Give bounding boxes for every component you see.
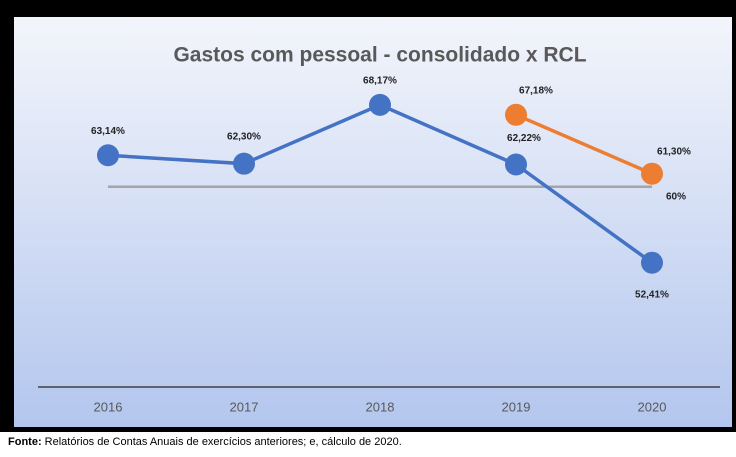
- data-label: 63,14%: [91, 126, 125, 137]
- data-label: 61,30%: [657, 146, 691, 157]
- x-tick-label: 2017: [230, 399, 259, 414]
- series-line: [515, 113, 653, 176]
- footer-label: Fonte:: [8, 436, 42, 448]
- point: [97, 144, 119, 167]
- x-tick-label: 2018: [366, 399, 395, 414]
- point: [641, 251, 663, 274]
- point: [505, 153, 527, 176]
- data-label: 52,41%: [635, 289, 669, 300]
- x-tick-label: 2020: [638, 399, 667, 414]
- footer: Fonte: Relatórios de Contas Anuais de ex…: [8, 436, 402, 448]
- x-tick-label: 2016: [94, 399, 123, 414]
- chart: Gastos com pessoal - consolidado x RCL 2…: [0, 0, 736, 432]
- point: [233, 152, 255, 175]
- point: [641, 162, 663, 185]
- data-label: 67,18%: [519, 85, 553, 96]
- point: [369, 93, 391, 116]
- data-label: 62,22%: [507, 133, 541, 144]
- point: [505, 103, 527, 126]
- data-label: 62,30%: [227, 131, 261, 142]
- chart-title: Gastos com pessoal - consolidado x RCL: [173, 44, 586, 67]
- x-tick-label: 2019: [502, 399, 531, 414]
- footer-text: Relatórios de Contas Anuais de exercício…: [41, 436, 402, 448]
- data-label: 60%: [666, 191, 686, 202]
- data-label: 68,17%: [363, 76, 397, 87]
- plot-background: [14, 17, 732, 427]
